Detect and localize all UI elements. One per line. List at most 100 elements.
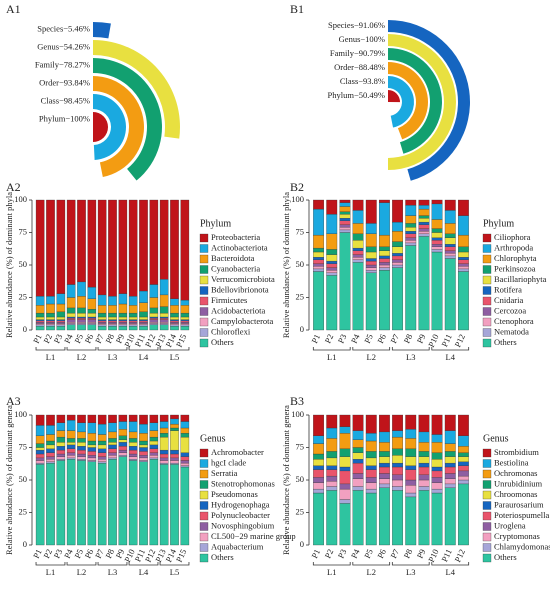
bar-segment [431,244,443,247]
legend-swatch [482,317,492,327]
bar-segment [365,272,377,331]
y-tick-label: 75 [296,441,305,451]
legend-swatch [482,328,492,337]
bar-segment [87,451,97,456]
bar-segment [66,459,76,546]
bar-segment [180,322,190,324]
bar-segment [139,324,148,327]
legend-label: Verrucomicrobiota [211,274,275,284]
bar-segment [87,455,97,459]
bar-segment [108,457,117,460]
x-tick-label: P10 [426,547,441,563]
bar-segment [339,220,351,225]
bar-segment [378,478,390,485]
legend-swatch [199,490,209,500]
bar-segment [66,323,76,325]
bar-segment [392,448,404,456]
bar-segment [118,325,128,331]
bar-segment [418,451,430,457]
bar-segment [457,263,469,267]
legend-label: hgcI clade [211,457,246,467]
bar-segment [46,303,55,314]
bar-segment [87,324,97,331]
bar-segment [313,247,325,253]
bar-segment [313,259,325,264]
bar-segment [139,440,148,446]
bar-segment [118,456,128,546]
bar-segment [392,241,404,247]
bar-segment [35,435,45,444]
bar-segment [66,414,76,421]
bar-segment [326,451,338,459]
bar-segment [418,233,430,237]
bar-segment [128,312,138,318]
bar-segment [418,205,430,210]
bar-segment [180,319,190,322]
bar-segment [46,434,55,442]
radial-bar [388,48,442,154]
legend-swatch [482,286,492,295]
legend-swatch [482,553,492,563]
bar-segment [326,275,338,331]
bar-segment [392,490,404,546]
bar-segment [418,490,430,546]
bar-segment [97,448,107,453]
bar-segment [326,438,338,452]
x-tick-label: P5 [362,547,375,559]
bar-segment [180,312,190,318]
bar-segment [108,438,117,443]
bar-segment [457,435,469,447]
bar-segment [46,296,55,305]
bar-segment [392,264,404,268]
bar-segment [326,272,338,276]
bar-segment [97,462,107,546]
bar-segment [97,414,107,425]
bar-segment [378,462,390,468]
bar-segment [139,199,148,292]
legend-label: Chroomonas [494,489,537,499]
radial-bar [388,20,470,181]
bar-segment [149,444,159,449]
bar-segment [66,457,76,460]
group-bracket [66,347,97,351]
bar-segment [313,208,325,236]
legend-label: Serratia [211,468,238,478]
bar-segment [56,414,66,423]
radial-bar [93,40,181,139]
bar-segment [46,462,55,546]
legend-title: Genus [200,433,226,444]
bar-segment [108,316,117,320]
bar-segment [180,427,190,434]
bar-segment [128,316,138,320]
bar-segment [149,323,159,325]
bar-segment [365,451,377,459]
bar-segment [378,483,390,488]
radial-label: Species−91.06% [328,20,385,30]
bar-segment [378,267,390,271]
bar-segment [339,224,351,228]
legend-swatch [199,286,209,295]
group-label: L3 [108,352,117,362]
bar-segment [159,306,169,314]
group-bracket [391,347,430,351]
x-tick-label: P15 [174,332,189,348]
bar-segment [97,461,107,464]
bar-segment [444,199,456,211]
bar-segment [457,470,469,477]
x-tick-label: P10 [426,332,441,348]
bar-segment [180,199,190,301]
legend-label: Stenotrophomonas [211,478,275,488]
bar-segment [313,266,325,270]
bar-segment [365,223,377,234]
bar-segment [457,465,469,472]
bar-segment [431,466,443,472]
bar-segment [139,433,148,442]
legend-swatch [199,543,209,552]
bar-segment [313,453,325,460]
legend-label: Others [211,552,234,562]
group-label: L3 [406,567,415,577]
bar-segment [170,462,179,465]
bar-segment [108,455,117,459]
y-tick-label: 100 [14,194,27,204]
legend-swatch [482,511,492,521]
